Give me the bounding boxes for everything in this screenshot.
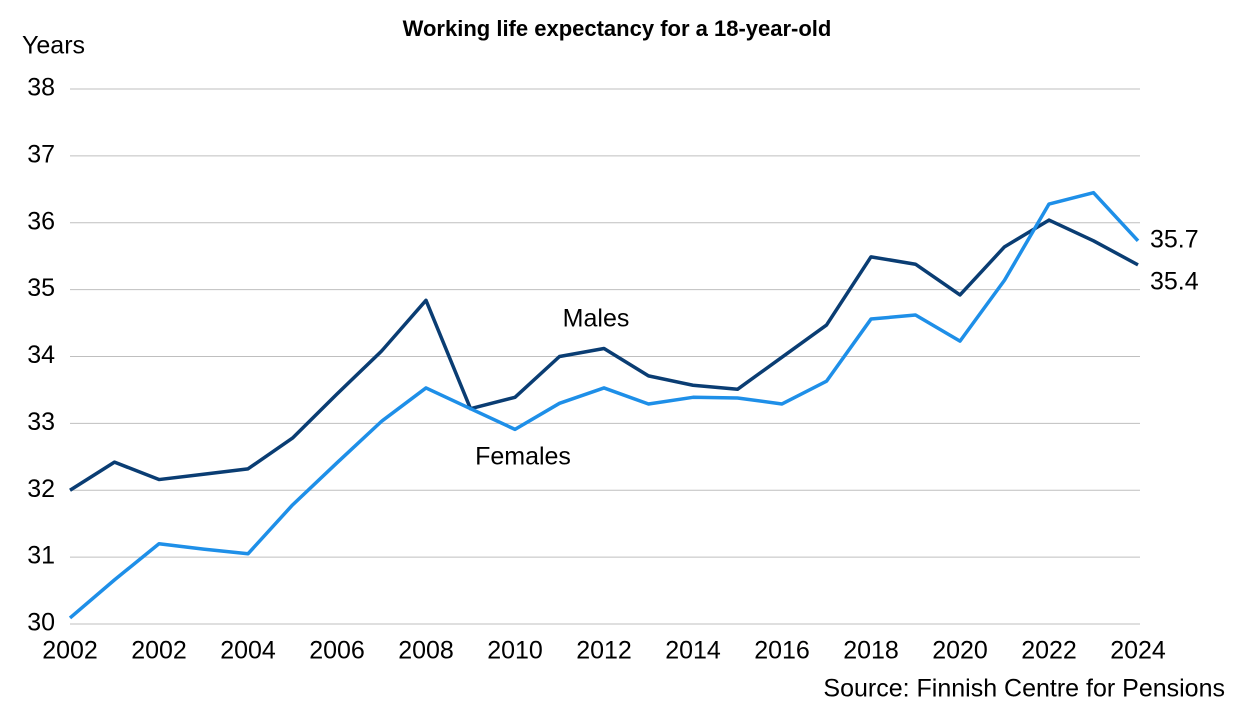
data-label: 35.4 <box>1150 267 1199 295</box>
x-tick-label: 2016 <box>754 637 810 665</box>
y-tick-label: 31 <box>27 542 55 570</box>
source: Source: Finnish Centre for Pensions <box>823 675 1225 703</box>
series-line <box>69 218 1139 492</box>
x-tick-label: 2012 <box>576 637 632 665</box>
x-tick-label: 2022 <box>1021 637 1077 665</box>
y-tick-label: 36 <box>27 207 55 235</box>
x-tick-label: 2020 <box>932 637 988 665</box>
y-tick-label: 32 <box>27 475 55 503</box>
x-tick-label: 2024 <box>1110 637 1166 665</box>
x-tick-label: 2006 <box>309 637 365 665</box>
x-tick-label: 2004 <box>220 637 276 665</box>
y-tick-label: 30 <box>27 609 55 637</box>
x-tick-label: 2002 <box>131 637 187 665</box>
y-tick-label: 34 <box>27 341 55 369</box>
y-tick-label: 35 <box>27 274 55 302</box>
x-tick-label: 2018 <box>843 637 899 665</box>
x-tick-label: 2014 <box>665 637 721 665</box>
data-label: 35.7 <box>1150 225 1199 253</box>
y-tick-label: 33 <box>27 408 55 436</box>
x-tick-label: 2010 <box>487 637 543 665</box>
series-name: Females <box>475 443 571 471</box>
y-tick-label: 38 <box>27 74 55 102</box>
y-tick-label: 37 <box>27 140 55 168</box>
x-tick-label: 2008 <box>398 637 454 665</box>
series-name: Males <box>563 305 630 333</box>
y-axis-label: Years <box>22 32 85 60</box>
series-line <box>68 190 1140 620</box>
x-tick-label: 2002 <box>42 637 98 665</box>
chart-title: Working life expectancy for a 18-year-ol… <box>403 16 832 41</box>
